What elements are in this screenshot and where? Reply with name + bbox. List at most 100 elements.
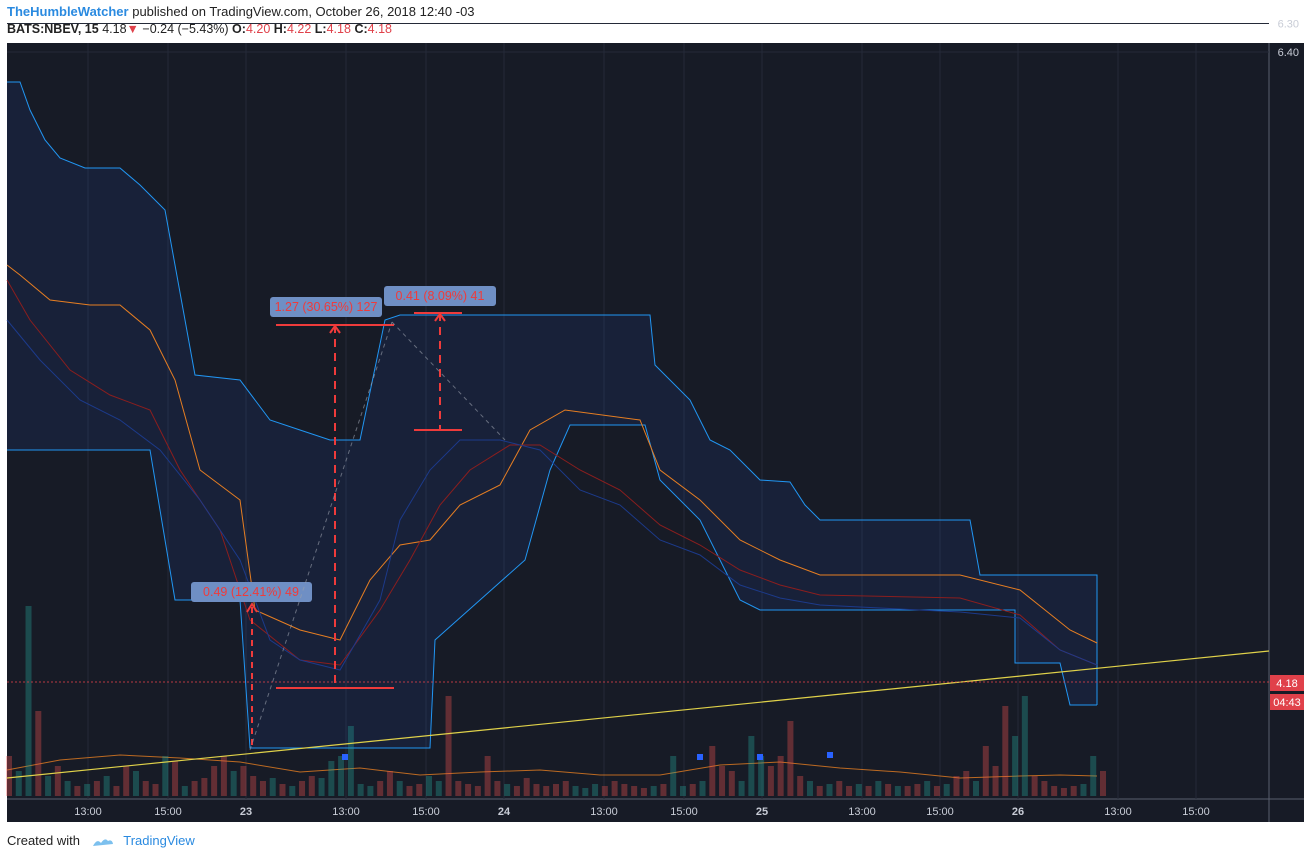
volume-bar [679,786,686,796]
grid [7,23,1269,799]
volume-bar [465,784,472,796]
volume-bar [894,786,901,796]
author-name[interactable]: TheHumbleWatcher [7,4,129,19]
last-price: 4.18 [102,22,127,36]
volume-bar [582,788,589,796]
x-tick-label: 15:00 [1182,806,1210,818]
tradingview-link[interactable]: TradingView [123,833,195,848]
volume-bar [377,781,384,796]
x-tick-label: 13:00 [332,806,360,818]
band-lower [7,424,1097,749]
trendline[interactable] [6,650,1270,779]
volume-bar [699,781,706,796]
x-tick-label: 15:00 [154,806,182,818]
volume-bar [211,766,218,796]
x-tick-label: 13:00 [848,806,876,818]
volume-bar [572,786,579,796]
volume-bar [54,766,61,796]
projection-line [249,321,393,751]
high-label: H: [273,22,287,36]
volume-bar [904,786,911,796]
volume-bar [621,784,628,796]
price-tag-label: 4.18 [1276,678,1297,690]
volume-bar [943,784,950,796]
volume-bar [416,784,423,796]
volume-bar [132,771,139,796]
measure-label: 1.27 (30.65%) 127 [275,300,378,314]
y-tick-label: 6.30 [1278,19,1299,31]
y-axis-labels: 6.406.306.206.106.005.905.805.705.605.50… [1278,0,1299,59]
indicator-bands [6,81,1098,779]
volume-bar [611,781,618,796]
volume-bar [719,766,726,796]
tradingview-logo-icon [92,838,113,846]
volume-bar [826,784,833,796]
volume-bar [484,756,491,796]
volume-bar [933,786,940,796]
volume-bar [846,786,853,796]
volume-bar [1060,788,1067,796]
created-with-label: Created with [7,833,80,848]
volume-bar [963,771,970,796]
volume-bar [1021,696,1028,796]
volume-bar [308,776,315,796]
signal-marker [827,752,833,758]
volume-bars [6,606,1106,796]
volume-bar [318,778,325,796]
volume-bar [191,781,198,796]
volume-bar [924,781,931,796]
x-tick-label: 23 [240,806,252,818]
y-tick-label: 6.20 [1278,0,1299,2]
open-value: 4.20 [245,22,271,36]
volume-bar [172,761,179,796]
measure-label-box [384,286,496,306]
navy-ma [6,319,1098,671]
volume-bar [806,781,813,796]
volume-bar [758,756,765,796]
volume-bar [1031,776,1038,796]
low-label: L: [314,22,327,36]
volume-bar [15,771,22,796]
measure-label-box [191,582,312,602]
volume-bar [513,786,520,796]
volume-bar [670,756,677,796]
band-upper [7,81,1098,705]
measure-tools[interactable]: 1.27 (30.65%) 127 0.41 (8.09%) 41 0.49 (12… [191,286,833,760]
volume-bar [6,756,12,796]
x-tick-label: 24 [498,806,511,818]
price-tag [1270,675,1304,691]
volume-bar [797,776,804,796]
high-value: 4.22 [286,22,312,36]
volume-bar [142,781,149,796]
volume-bar [123,766,130,796]
volume-bar [689,784,696,796]
ohlc-line: BATS:NBEV, 15 4.18▼ −0.24 (−5.43%) O:4.2… [7,22,392,36]
volume-bar [787,721,794,796]
volume-bar [103,776,110,796]
x-tick-label: 26 [1012,806,1024,818]
price-change: −0.24 (−5.43%) [142,22,229,36]
volume-bar [347,726,354,796]
x-tick-label: 13:00 [74,806,102,818]
time-axis[interactable] [7,799,1304,822]
volume-bar [435,781,442,796]
volume-bar [748,736,755,796]
volume-bar [474,786,481,796]
volume-bar [523,778,530,796]
x-axis-labels: 13:00 15:00 23 13:00 15:00 24 13:00 15:00 25 13:0… [74,806,1210,818]
volume-bar [181,786,188,796]
volume-bar [64,781,71,796]
low-value: 4.18 [326,22,351,36]
volume-bar [162,756,169,796]
volume-bar [553,784,559,796]
volume-bar [45,776,52,796]
volume-bar [660,784,667,796]
volume-bar [25,606,32,796]
projection-line [391,321,506,441]
volume-bar [386,771,393,796]
volume-bar [865,786,872,796]
volume-bar [357,784,364,796]
price-axis[interactable] [1269,43,1304,799]
band-fill [7,82,1097,748]
